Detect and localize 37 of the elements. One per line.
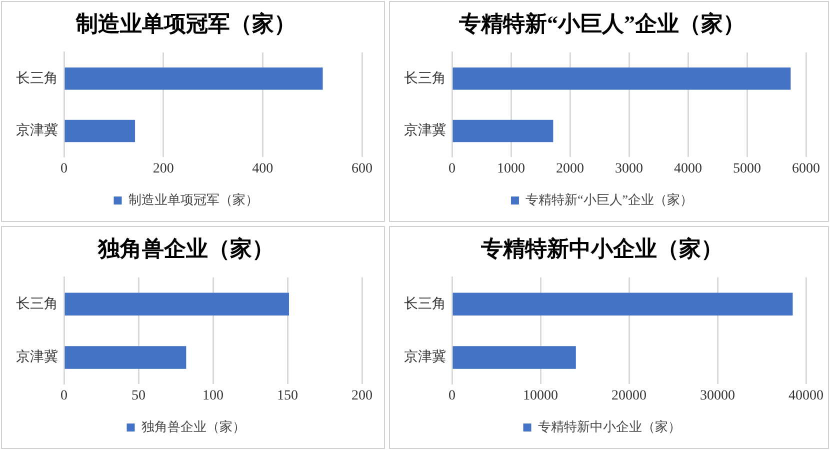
x-tick-label: 200 <box>352 388 372 404</box>
y-tick-label: 长三角 <box>404 296 446 312</box>
legend-label: 独角兽企业（家） <box>141 418 246 434</box>
x-tick-label: 0 <box>448 161 456 176</box>
x-tick-label: 50 <box>132 388 146 404</box>
x-tick-label: 1000 <box>497 161 525 176</box>
x-tick-label: 2000 <box>556 161 584 176</box>
chart-title: 制造业单项冠军（家） <box>75 10 296 36</box>
y-tick-label: 京津冀 <box>16 122 58 139</box>
x-tick-label: 40000 <box>788 388 824 404</box>
y-tick-label: 京津冀 <box>16 349 58 366</box>
x-tick-label: 6000 <box>792 161 820 176</box>
y-tick-label: 长三角 <box>16 296 58 312</box>
x-tick-label: 30000 <box>700 388 735 404</box>
legend-label: 制造业单项冠军（家） <box>128 192 258 207</box>
y-tick-label: 京津冀 <box>404 349 446 366</box>
x-tick-label: 4000 <box>674 161 702 176</box>
x-tick-label: 100 <box>202 388 224 404</box>
x-tick-label: 0 <box>60 161 68 176</box>
x-tick-label: 0 <box>448 388 456 404</box>
x-tick-label: 3000 <box>615 161 643 176</box>
x-tick-label: 20000 <box>612 388 646 404</box>
y-tick-label: 京津冀 <box>404 122 446 139</box>
x-tick-label: 10000 <box>523 388 558 404</box>
y-tick-label: 长三角 <box>404 70 446 86</box>
chart-title: 专精特新中小企业（家） <box>480 236 723 261</box>
x-tick-label: 150 <box>277 388 298 404</box>
x-tick-label: 600 <box>352 161 372 176</box>
legend-label: 专精特新中小企业（家） <box>538 418 681 434</box>
y-tick-label: 长三角 <box>16 70 58 86</box>
x-tick-label: 5000 <box>733 161 761 176</box>
chart-title: 专精特新“小巨人”企业（家） <box>458 10 745 36</box>
x-tick-label: 0 <box>60 388 68 404</box>
chart-title: 独角兽企业（家） <box>97 236 274 261</box>
x-tick-label: 200 <box>152 161 174 176</box>
x-tick-label: 400 <box>252 161 274 176</box>
legend-label: 专精特新“小巨人”企业（家） <box>525 192 694 207</box>
